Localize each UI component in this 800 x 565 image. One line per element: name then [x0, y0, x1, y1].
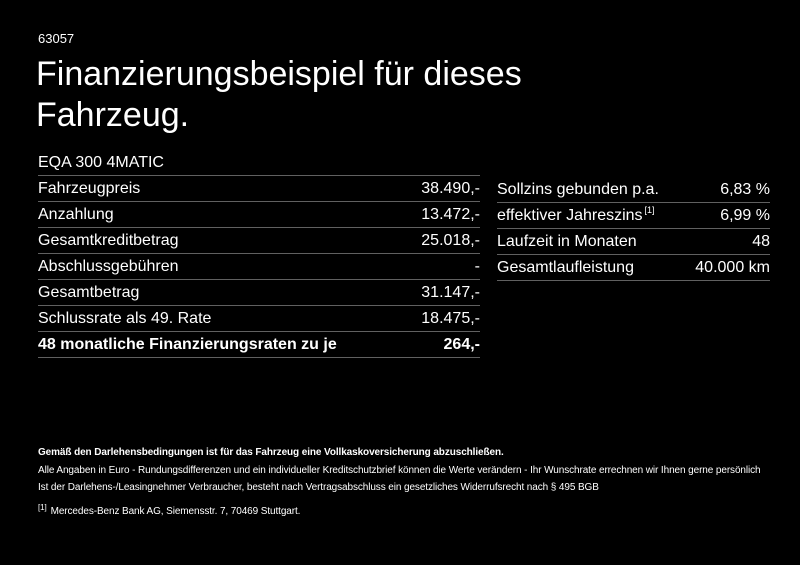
- row-value: -: [474, 257, 480, 275]
- row-label: effektiver Jahreszins [1]: [497, 203, 655, 229]
- row-value: 31.147,-: [421, 283, 480, 301]
- table-row-fahrzeugpreis: Fahrzeugpreis 38.490,-: [38, 176, 480, 202]
- row-value: 38.490,-: [421, 179, 480, 197]
- footnote-ref: [1]: [644, 205, 655, 216]
- footnote-marker: [1]: [38, 502, 47, 512]
- disclaimer-line-1: Alle Angaben in Euro - Rundungsdifferenz…: [38, 465, 761, 476]
- row-value: 18.475,-: [421, 309, 480, 327]
- disclaimer-line-2: Ist der Darlehens-/Leasingnehmer Verbrau…: [38, 482, 599, 493]
- table-row-monthly-rate-total: 48 monatliche Finanzierungsraten zu je 2…: [38, 332, 480, 358]
- ref-number: 63057: [38, 31, 75, 46]
- row-value: 25.018,-: [421, 231, 480, 249]
- page-title: Finanzierungsbeispiel für dieses Fahrzeu…: [36, 55, 522, 134]
- finance-table: EQA 300 4MATIC Fahrzeugpreis 38.490,- An…: [38, 150, 480, 358]
- row-value: 6,99 %: [720, 206, 770, 224]
- table-row-abschlussgebuehren: Abschlussgebühren -: [38, 254, 480, 280]
- conditions-table: Sollzins gebunden p.a. 6,83 % effektiver…: [497, 177, 770, 281]
- row-label: Gesamtbetrag: [38, 283, 140, 301]
- footnote-text: Mercedes-Benz Bank AG, Siemensstr. 7, 70…: [50, 506, 301, 517]
- table-row-gesamtkreditbetrag: Gesamtkreditbetrag 25.018,-: [38, 228, 480, 254]
- row-label: Schlussrate als 49. Rate: [38, 309, 212, 327]
- table-row-laufzeit: Laufzeit in Monaten 48: [497, 229, 770, 255]
- row-label: Fahrzeugpreis: [38, 179, 141, 197]
- footer: Gemäß den Darlehensbedingungen ist für d…: [38, 444, 768, 520]
- row-value: 40.000 km: [695, 258, 770, 276]
- row-label-text: effektiver Jahreszins: [497, 206, 643, 224]
- row-value: 48: [752, 232, 770, 250]
- vehicle-model: EQA 300 4MATIC: [38, 153, 164, 171]
- table-row-effektiver-jahreszins: effektiver Jahreszins [1] 6,99 %: [497, 203, 770, 229]
- row-label: 48 monatliche Finanzierungsraten zu je: [38, 335, 337, 353]
- insurance-note: Gemäß den Darlehensbedingungen ist für d…: [38, 447, 504, 458]
- row-value: 264,-: [443, 335, 480, 353]
- row-label: Anzahlung: [38, 205, 114, 223]
- table-row-gesamtlaufleistung: Gesamtlaufleistung 40.000 km: [497, 255, 770, 281]
- row-label: Abschlussgebühren: [38, 257, 179, 275]
- row-value: 6,83 %: [720, 180, 770, 198]
- table-row-schlussrate: Schlussrate als 49. Rate 18.475,-: [38, 306, 480, 332]
- table-row-gesamtbetrag: Gesamtbetrag 31.147,-: [38, 280, 480, 306]
- row-label: Laufzeit in Monaten: [497, 232, 637, 250]
- row-label: Gesamtkreditbetrag: [38, 231, 179, 249]
- table-row-anzahlung: Anzahlung 13.472,-: [38, 202, 480, 228]
- row-label: Sollzins gebunden p.a.: [497, 180, 659, 198]
- footnote: [1] Mercedes-Benz Bank AG, Siemensstr. 7,…: [38, 503, 768, 520]
- row-value: 13.472,-: [421, 205, 480, 223]
- vehicle-model-row: EQA 300 4MATIC: [38, 150, 480, 176]
- table-row-sollzins: Sollzins gebunden p.a. 6,83 %: [497, 177, 770, 203]
- row-label: Gesamtlaufleistung: [497, 258, 634, 276]
